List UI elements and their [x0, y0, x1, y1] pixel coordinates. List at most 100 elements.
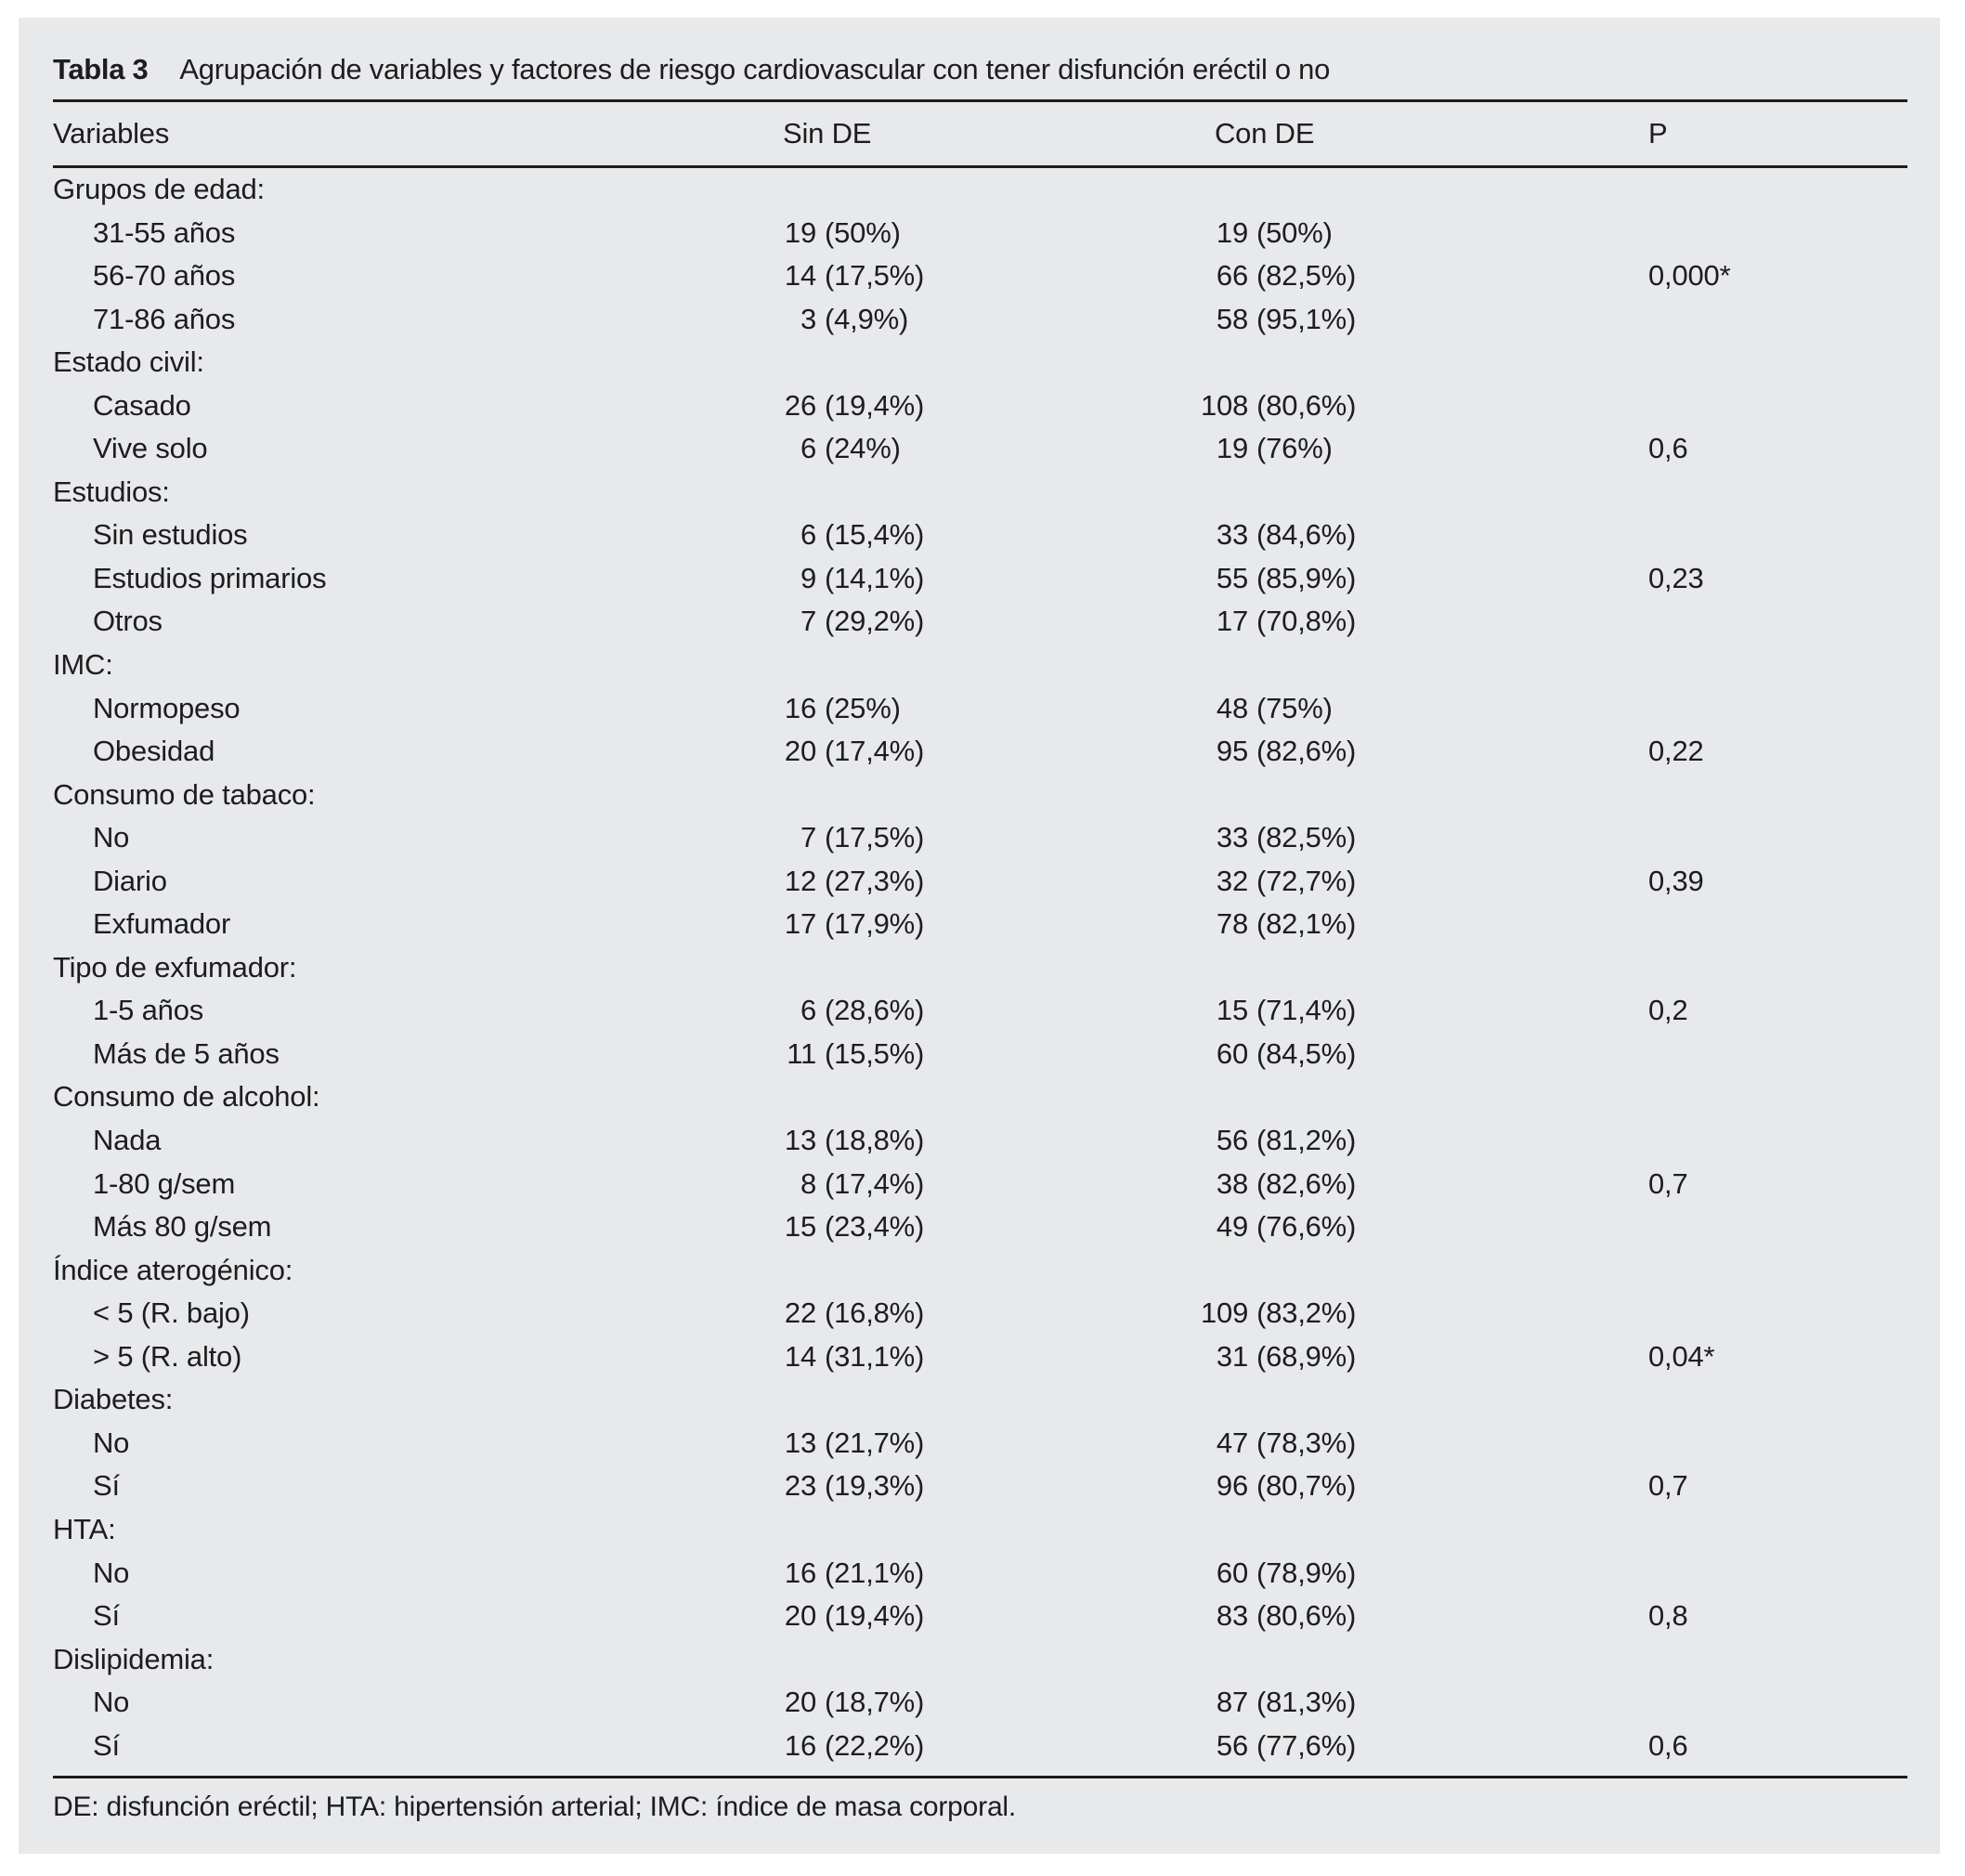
sin-de-cell: 3 (4,9%) [722, 298, 1201, 342]
table-row: Sí 20 (19,4%) 83 (80,6%) 0,8 [53, 1595, 1907, 1638]
con-de-percent: (82,6%) [1256, 1166, 1357, 1200]
p-value [1648, 1422, 1907, 1466]
con-de-cell: 33 (82,5%) [1201, 816, 1648, 860]
sin-de-count: 22 [784, 1296, 816, 1330]
table-row: > 5 (R. alto) 14 (31,1%) 31 (68,9%) 0,04* [53, 1335, 1907, 1379]
row-label: > 5 (R. alto) [93, 1339, 242, 1373]
table-footnote: DE: disfunción eréctil; HTA: hipertensió… [53, 1791, 1017, 1823]
con-de-cell: 32 (72,7%) [1201, 860, 1648, 904]
con-de-count: 109 [1201, 1296, 1249, 1330]
sin-de-cell: 20 (18,7%) [722, 1681, 1201, 1725]
row-label: Más 80 g/sem [93, 1210, 272, 1244]
group-header-row: Dislipidemia: [53, 1638, 1907, 1682]
sin-de-count: 11 [787, 1036, 816, 1070]
con-de-percent: (82,6%) [1256, 735, 1357, 768]
sin-de-count: 26 [784, 388, 816, 422]
p-value [1648, 1292, 1907, 1335]
group-header-row: Estado civil: [53, 341, 1907, 384]
sin-de-percent: (23,4%) [825, 1210, 925, 1244]
sin-de-cell: 6 (28,6%) [722, 989, 1201, 1033]
sin-de-percent: (17,4%) [825, 1166, 925, 1200]
sin-de-count: 7 [800, 821, 816, 854]
con-de-count: 60 [1216, 1036, 1248, 1070]
row-label: No [93, 1556, 130, 1589]
sin-de-percent: (19,3%) [825, 1469, 925, 1503]
row-label: Exfumador [93, 907, 231, 941]
con-de-percent: (50%) [1256, 215, 1333, 249]
column-header-p: P [1648, 117, 1668, 150]
group-header-row: Índice aterogénico: [53, 1249, 1907, 1293]
group-header-row: HTA: [53, 1508, 1907, 1552]
sin-de-count: 6 [800, 432, 816, 465]
row-label: 56-70 años [93, 259, 236, 293]
con-de-count: 48 [1216, 691, 1248, 724]
row-label: Normopeso [93, 691, 241, 724]
row-label: Sí [93, 1728, 120, 1762]
sin-de-count: 17 [784, 907, 816, 941]
con-de-count: 32 [1216, 864, 1248, 897]
sin-de-percent: (19,4%) [825, 1599, 925, 1633]
con-de-count: 55 [1216, 561, 1248, 594]
p-value: 0,04* [1648, 1339, 1715, 1373]
con-de-percent: (80,6%) [1256, 1599, 1357, 1633]
group-label: Estado civil: [53, 345, 204, 379]
con-de-cell: 17 (70,8%) [1201, 600, 1648, 644]
group-header-row: Consumo de alcohol: [53, 1075, 1907, 1119]
con-de-percent: (95,1%) [1256, 302, 1357, 335]
con-de-cell: 31 (68,9%) [1201, 1335, 1648, 1379]
sin-de-count: 9 [800, 561, 816, 594]
row-label: Sí [93, 1469, 120, 1503]
sin-de-cell: 20 (19,4%) [722, 1595, 1201, 1638]
table-row: Estudios primarios 9 (14,1%) 55 (85,9%) 0,23 [53, 557, 1907, 601]
sin-de-percent: (17,9%) [825, 907, 925, 941]
sin-de-percent: (21,7%) [825, 1426, 925, 1459]
sin-de-percent: (31,1%) [825, 1339, 925, 1373]
con-de-count: 15 [1216, 994, 1248, 1027]
con-de-count: 108 [1201, 388, 1249, 422]
column-header-variables: Variables [53, 117, 170, 150]
table-row: Exfumador 17 (17,9%) 78 (82,1%) [53, 903, 1907, 946]
table-title-text: Agrupación de variables y factores de ri… [179, 53, 1331, 85]
con-de-cell: 109 (83,2%) [1201, 1292, 1648, 1335]
con-de-percent: (84,6%) [1256, 518, 1357, 552]
con-de-percent: (80,6%) [1256, 388, 1357, 422]
p-value: 0,8 [1648, 1599, 1688, 1633]
con-de-cell: 55 (85,9%) [1201, 557, 1648, 601]
row-label: No [93, 821, 130, 854]
con-de-count: 17 [1216, 605, 1248, 638]
p-value [1648, 514, 1907, 557]
table-row: Casado 26 (19,4%) 108 (80,6%) [53, 384, 1907, 428]
con-de-count: 66 [1216, 259, 1248, 293]
con-de-percent: (77,6%) [1256, 1728, 1357, 1762]
p-value [1648, 1205, 1907, 1249]
group-header-row: Diabetes: [53, 1378, 1907, 1422]
row-label: Diario [93, 864, 167, 897]
bottom-rule [53, 1776, 1907, 1779]
row-label: Nada [93, 1124, 162, 1157]
row-label: Obesidad [93, 735, 215, 768]
sin-de-cell: 14 (17,5%) [722, 254, 1201, 298]
con-de-cell: 83 (80,6%) [1201, 1595, 1648, 1638]
sin-de-percent: (22,2%) [825, 1728, 925, 1762]
table-row: 31-55 años 19 (50%) 19 (50%) [53, 212, 1907, 255]
con-de-count: 96 [1216, 1469, 1248, 1503]
table-row: No 7 (17,5%) 33 (82,5%) [53, 816, 1907, 860]
sin-de-percent: (50%) [825, 215, 901, 249]
sin-de-cell: 19 (50%) [722, 212, 1201, 255]
sin-de-count: 23 [784, 1469, 816, 1503]
row-label: Sin estudios [93, 518, 248, 552]
con-de-count: 19 [1216, 432, 1248, 465]
con-de-percent: (78,9%) [1256, 1556, 1357, 1589]
group-label: Estudios: [53, 475, 170, 508]
sin-de-cell: 6 (24%) [722, 427, 1201, 471]
table-row: Sí 23 (19,3%) 96 (80,7%) 0,7 [53, 1465, 1907, 1508]
con-de-count: 95 [1216, 735, 1248, 768]
group-header-row: Estudios: [53, 471, 1907, 515]
p-value: 0,6 [1648, 1728, 1688, 1762]
con-de-percent: (82,5%) [1256, 259, 1357, 293]
sin-de-count: 14 [784, 1339, 816, 1373]
con-de-percent: (85,9%) [1256, 561, 1357, 594]
table-row: 1-5 años 6 (28,6%) 15 (71,4%) 0,2 [53, 989, 1907, 1033]
con-de-cell: 33 (84,6%) [1201, 514, 1648, 557]
